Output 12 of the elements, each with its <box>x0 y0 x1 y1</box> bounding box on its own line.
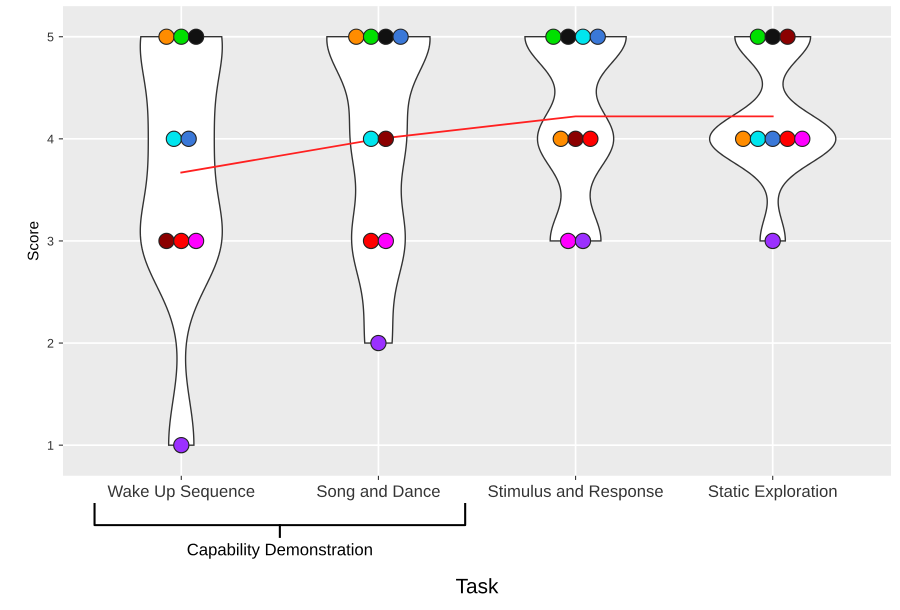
y-tick-label: 3 <box>48 236 54 246</box>
y-tick-label: 4 <box>47 134 54 144</box>
y-tick-label: 2 <box>48 338 54 348</box>
y-tick-label: 5 <box>48 32 54 42</box>
x-tick-label: Stimulus and Response <box>488 484 663 500</box>
y-axis-title: Score <box>28 222 38 260</box>
text: Capability Demonstration <box>188 543 372 559</box>
x-tick-label: Song and Dance <box>317 484 440 500</box>
x-tick-label: Static Exploration <box>708 484 836 500</box>
x-axis-title: Task <box>456 578 498 594</box>
y-tick-label: 1 <box>48 441 54 450</box>
x-tick-label: Wake Up Sequence <box>108 484 254 500</box>
